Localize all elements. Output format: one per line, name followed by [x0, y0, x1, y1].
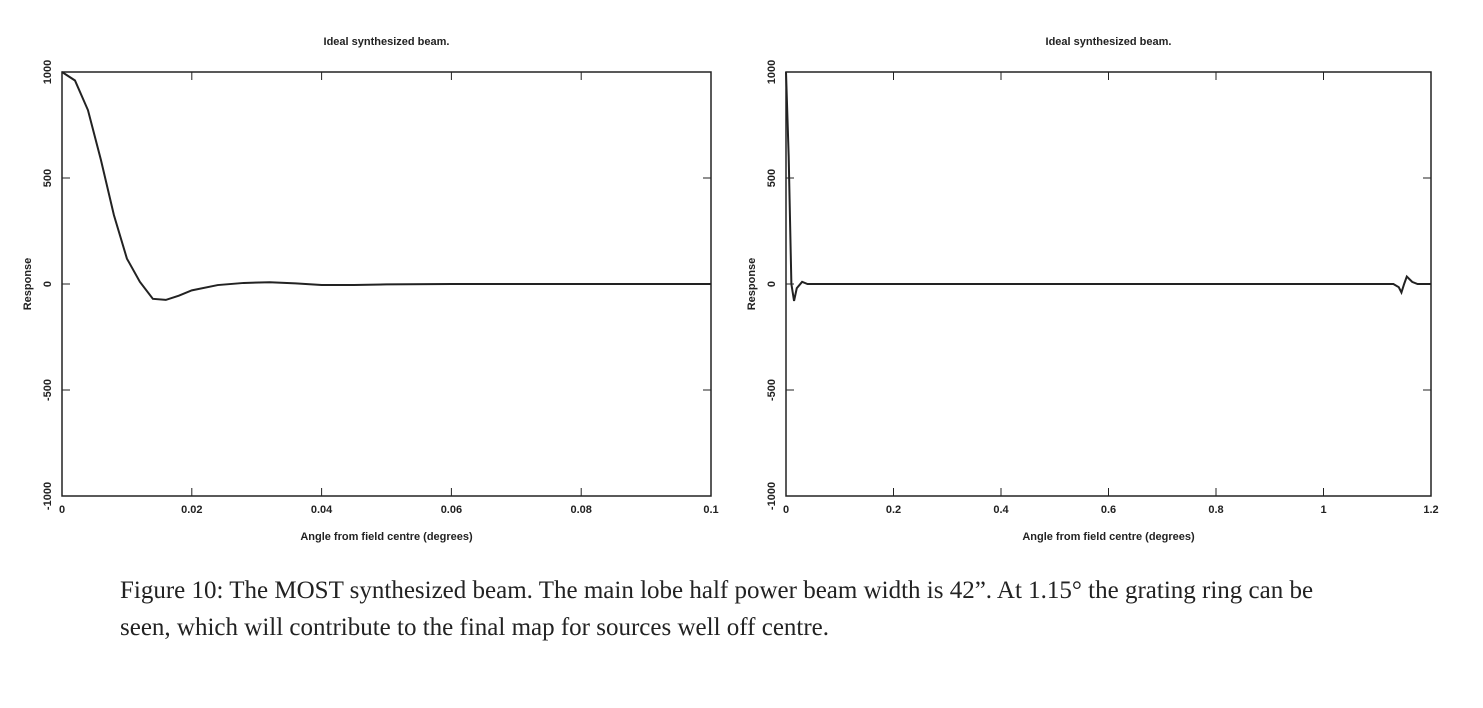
x-tick-label: 0	[59, 504, 65, 516]
x-tick-label: 0.1	[703, 504, 718, 516]
y-tick-label: -1000	[42, 482, 54, 510]
y-tick-label: 1000	[766, 60, 778, 84]
y-tick-label: 0	[42, 281, 54, 287]
data-line	[61, 71, 711, 301]
chart-title: Ideal synthesized beam.	[324, 36, 450, 48]
caption: Figure 10: The MOST synthesized beam. Th…	[120, 577, 1314, 641]
x-tick-label: 0.8	[1208, 504, 1223, 516]
data-line	[785, 71, 1431, 302]
x-tick-label: 0	[783, 504, 789, 516]
x-tick-label: 0.04	[311, 504, 333, 516]
x-axis-label: Angle from field centre (degrees)	[300, 531, 473, 543]
y-tick-label: 0	[766, 281, 778, 287]
x-tick-label: 0.06	[441, 504, 462, 516]
figure: Ideal synthesized beam. Angle from field …	[22, 36, 1439, 543]
x-axis-label: Angle from field centre (degrees)	[1022, 531, 1195, 543]
y-tick-label: 1000	[42, 60, 54, 84]
x-tick-label: 0.08	[570, 504, 591, 516]
y-tick-label: 500	[42, 169, 54, 187]
chart-title: Ideal synthesized beam.	[1046, 36, 1172, 48]
y-tick-label: -1000	[766, 482, 778, 510]
y-axis-label: Response	[22, 258, 34, 311]
y-axis-label: Response	[746, 258, 758, 311]
x-tick-label: 1	[1320, 504, 1326, 516]
x-tick-label: 1.2	[1423, 504, 1438, 516]
y-tick-label: -500	[766, 379, 778, 401]
x-tick-label: 0.6	[1101, 504, 1116, 516]
x-tick-label: 0.2	[886, 504, 901, 516]
y-tick-label: 500	[766, 169, 778, 187]
y-tick-label: -500	[42, 379, 54, 401]
x-tick-label: 0.02	[181, 504, 202, 516]
x-tick-label: 0.4	[993, 504, 1009, 516]
